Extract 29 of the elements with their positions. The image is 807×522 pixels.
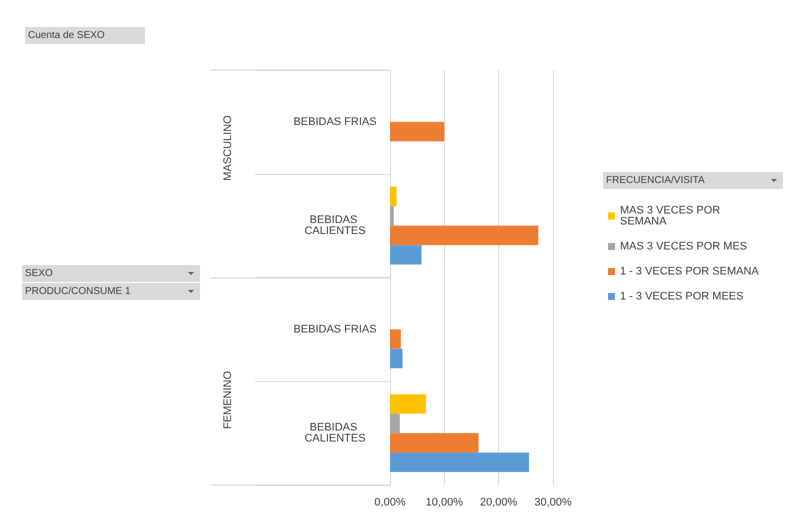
bar [390,245,422,265]
text: MASCULINO [222,114,234,181]
bar [390,329,401,349]
y-tick-label: BEBIDAS CALIENTES [304,422,366,445]
bar [390,394,426,414]
text: PRODUC/CONSUME 1 [22,283,200,300]
bar [390,206,394,226]
x-tick-label: 0,00% [374,496,406,508]
text: Cuenta de SEXO [25,27,145,44]
bar [390,226,538,246]
legend-label: 1 - 3 VECES POR MEES [620,290,744,302]
x-tick-label: 30,00% [534,496,572,508]
bar [390,186,397,206]
text: SEXO [22,265,200,282]
y-tick-label: BEBIDAS FRIAS [293,116,377,128]
x-tick-label: 10,00% [426,496,464,508]
y-tick-label: BEBIDAS FRIAS [293,323,377,336]
bar [390,433,479,453]
bar [390,452,530,472]
legend-title: FRECUENCIA/VISITA [603,172,783,189]
legend-label: 1 - 3 VECES POR SEMANA [620,266,760,278]
bar [390,414,400,434]
bar [390,348,402,368]
legend-label: MAS 3 VECES POR MES [620,240,748,252]
bar [390,122,444,142]
y-tick-label: BEBIDAS CALIENTES [304,214,366,238]
legend-label: MAS 3 VECES POR SEMANA [620,204,724,228]
x-tick-label: 20,00% [480,496,518,508]
text: FEMENINO [222,370,234,430]
